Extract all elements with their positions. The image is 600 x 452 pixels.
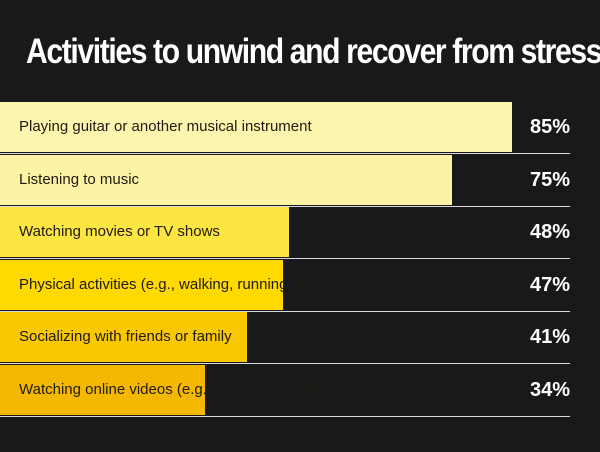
value-label: 85% [529,116,570,138]
row-separator [0,416,570,417]
bar [0,365,205,415]
bar-label: Playing guitar or another musical instru… [19,118,312,135]
row-separator [0,153,570,154]
bar [0,155,452,205]
value-label: 47% [529,274,570,296]
value-label: 41% [529,326,570,348]
value-label: 48% [529,221,570,243]
row-separator [0,311,570,312]
bar [0,207,289,257]
bar-label: Socializing with friends or family [19,328,232,345]
value-label: 34% [529,379,570,401]
bar-label: Watching movies or TV shows [19,223,220,240]
row-separator [0,206,570,207]
row-separator [0,363,570,364]
bar [0,102,512,152]
bar-label: Listening to music [19,171,140,188]
bar [0,312,247,362]
row-separator [0,258,570,259]
value-label: 75% [529,169,570,191]
bar-label: Watching online videos (e.g., YouTube, T… [19,381,330,398]
chart-title: Activities to unwind and recover from st… [26,32,600,71]
bar [0,260,283,310]
bar-label: Physical activities (e.g., walking, runn… [19,276,330,293]
